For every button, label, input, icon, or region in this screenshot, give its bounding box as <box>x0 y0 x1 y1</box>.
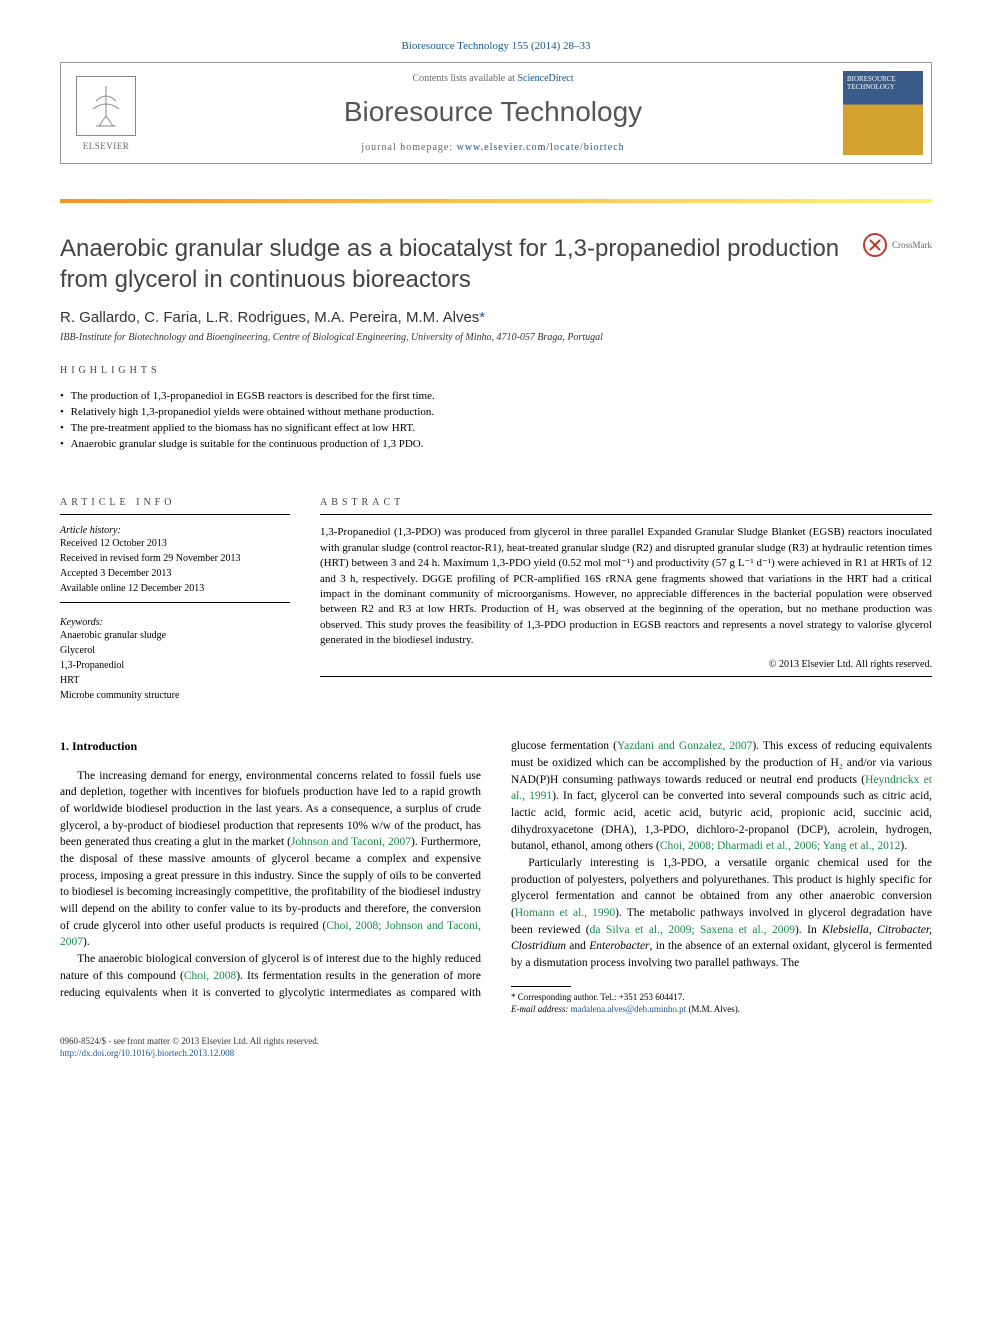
body-text: ). <box>900 840 907 852</box>
history-line: Received 12 October 2013 <box>60 536 290 551</box>
citation-link[interactable]: Johnson and Taconi, 2007 <box>291 836 411 848</box>
info-abstract-row: ARTICLE INFO Article history: Received 1… <box>60 475 932 703</box>
crossmark-badge[interactable]: CrossMark <box>863 233 932 257</box>
crossmark-label: CrossMark <box>892 240 932 250</box>
corr-asterisk: * <box>479 309 485 326</box>
citation-line: Bioresource Technology 155 (2014) 28–33 <box>60 40 932 52</box>
highlight-item: The production of 1,3-propanediol in EGS… <box>60 390 932 402</box>
sciencedirect-link[interactable]: ScienceDirect <box>517 73 573 84</box>
footnote-email: E-mail address: madalena.alves@deb.uminh… <box>511 1003 932 1016</box>
header-center: Contents lists available at ScienceDirec… <box>151 63 835 163</box>
elsevier-tree-icon <box>76 76 136 136</box>
article-page: Bioresource Technology 155 (2014) 28–33 … <box>0 0 992 1099</box>
keyword: Anaerobic granular sludge <box>60 628 290 643</box>
abstract-text: 1,3-Propanediol (1,3-PDO) was produced f… <box>320 525 932 648</box>
highlight-item: Relatively high 1,3-propanediol yields w… <box>60 406 932 418</box>
footer-line1: 0960-8524/$ - see front matter © 2013 El… <box>60 1036 932 1048</box>
highlights-label: HIGHLIGHTS <box>60 365 932 376</box>
article-title: Anaerobic granular sludge as a biocataly… <box>60 233 863 295</box>
body-text: and <box>566 940 589 952</box>
history-line: Received in revised form 29 November 201… <box>60 551 290 566</box>
email-link[interactable]: madalena.alves@deb.uminho.pt <box>571 1004 687 1014</box>
elsevier-label: ELSEVIER <box>83 141 130 151</box>
body-paragraph: The increasing demand for energy, enviro… <box>60 768 481 951</box>
contents-prefix: Contents lists available at <box>412 73 517 84</box>
info-rule <box>60 602 290 603</box>
section-heading: 1. Introduction <box>60 738 481 755</box>
citation-link[interactable]: Yazdani and Gonzalez, 2007 <box>617 740 752 752</box>
abstract-label: ABSTRACT <box>320 497 932 508</box>
copyright-line: © 2013 Elsevier Ltd. All rights reserved… <box>320 659 932 670</box>
keyword: 1,3-Propanediol <box>60 658 290 673</box>
homepage-prefix: journal homepage: <box>361 142 456 153</box>
email-author: (M.M. Alves). <box>686 1004 740 1014</box>
affiliation: IBB-Institute for Biotechnology and Bioe… <box>60 332 932 343</box>
keyword: Microbe community structure <box>60 688 290 703</box>
citation-link[interactable]: da Silva et al., 2009; Saxena et al., 20… <box>590 924 795 936</box>
elsevier-svg-icon <box>81 81 131 131</box>
journal-name: Bioresource Technology <box>161 96 825 128</box>
info-rule <box>320 514 932 515</box>
authors-line: R. Gallardo, C. Faria, L.R. Rodrigues, M… <box>60 309 932 326</box>
history-line: Available online 12 December 2013 <box>60 581 290 596</box>
body-paragraph: Particularly interesting is 1,3-PDO, a v… <box>511 855 932 972</box>
history-label: Article history: <box>60 525 290 536</box>
elsevier-logo-block: ELSEVIER <box>61 63 151 163</box>
highlight-item: The pre-treatment applied to the biomass… <box>60 422 932 434</box>
citation-link[interactable]: Homann et al., 1990 <box>515 907 615 919</box>
article-info-col: ARTICLE INFO Article history: Received 1… <box>60 475 290 703</box>
info-rule <box>320 676 932 677</box>
crossmark-icon <box>863 233 887 257</box>
citation-link[interactable]: Choi, 2008; Dharmadi et al., 2006; Yang … <box>660 840 901 852</box>
keyword: HRT <box>60 673 290 688</box>
authors-text: R. Gallardo, C. Faria, L.R. Rodrigues, M… <box>60 309 479 326</box>
body-text: ). <box>83 936 90 948</box>
footnote-corr: * Corresponding author. Tel.: +351 253 6… <box>511 991 932 1004</box>
cover-label: BIORESOURCE TECHNOLOGY <box>847 75 919 91</box>
footer-block: 0960-8524/$ - see front matter © 2013 El… <box>60 1036 932 1059</box>
doi-link[interactable]: http://dx.doi.org/10.1016/j.biortech.201… <box>60 1048 234 1058</box>
gradient-bar <box>60 199 932 203</box>
keyword: Glycerol <box>60 643 290 658</box>
article-info-label: ARTICLE INFO <box>60 497 290 508</box>
highlights-list: The production of 1,3-propanediol in EGS… <box>60 390 932 450</box>
homepage-link[interactable]: www.elsevier.com/locate/biortech <box>457 142 625 153</box>
contents-line: Contents lists available at ScienceDirec… <box>161 73 825 84</box>
highlight-item: Anaerobic granular sludge is suitable fo… <box>60 438 932 450</box>
footnote-block: * Corresponding author. Tel.: +351 253 6… <box>511 986 932 1016</box>
body-text: ). Furthermore, the disposal of these ma… <box>60 836 481 931</box>
footnote-rule <box>511 986 571 987</box>
homepage-line: journal homepage: www.elsevier.com/locat… <box>161 142 825 153</box>
keywords-label: Keywords: <box>60 617 290 628</box>
info-rule <box>60 514 290 515</box>
body-italic: Enterobacter <box>589 940 649 952</box>
journal-cover-thumb: BIORESOURCE TECHNOLOGY <box>843 71 923 155</box>
title-row: Anaerobic granular sludge as a biocataly… <box>60 233 932 295</box>
citation-link[interactable]: Choi, 2008 <box>184 970 236 982</box>
history-line: Accepted 3 December 2013 <box>60 566 290 581</box>
body-columns: 1. Introduction The increasing demand fo… <box>60 738 932 1016</box>
abstract-col: ABSTRACT 1,3-Propanediol (1,3-PDO) was p… <box>320 475 932 703</box>
email-label: E-mail address: <box>511 1004 568 1014</box>
journal-header: ELSEVIER Contents lists available at Sci… <box>60 62 932 164</box>
body-text: ). In <box>795 924 822 936</box>
